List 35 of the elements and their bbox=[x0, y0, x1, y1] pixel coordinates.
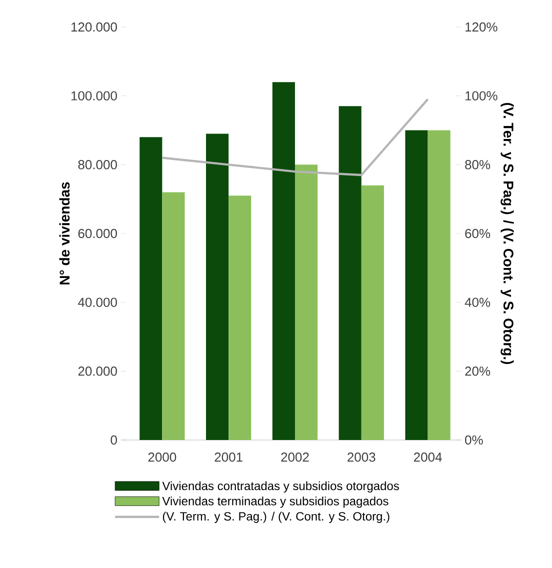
bar bbox=[428, 130, 450, 440]
bar bbox=[228, 196, 252, 440]
y-axis-title: N° de viviendas bbox=[59, 182, 70, 284]
y-tick-label: 100.000 bbox=[71, 91, 117, 100]
y2-tick-label: 120% bbox=[466, 22, 498, 32]
y-tick-label: 80.000 bbox=[78, 160, 117, 170]
y-tick-label: 60.000 bbox=[78, 228, 117, 238]
y2-tick-label: 80% bbox=[465, 160, 490, 170]
bar bbox=[206, 134, 229, 440]
bar bbox=[405, 130, 428, 440]
bar bbox=[338, 106, 362, 440]
x-tick-label: 2000 bbox=[148, 452, 176, 462]
y-tick-label: 0 bbox=[110, 435, 117, 445]
y2-tick-label: 40% bbox=[464, 298, 490, 307]
x-tick-label: 2003 bbox=[348, 452, 376, 462]
bar bbox=[272, 82, 295, 440]
x-tick-label: 2002 bbox=[281, 452, 309, 462]
x-tick-label: 2004 bbox=[414, 452, 442, 462]
y2-tick-label: 20% bbox=[465, 366, 490, 376]
legend-label: Viviendas contratadas y subsidios otorgados bbox=[162, 481, 399, 493]
bar bbox=[140, 137, 162, 440]
y-tick-label: 120.000 bbox=[71, 22, 117, 32]
y2-tick-label: 100% bbox=[466, 91, 498, 100]
line-series bbox=[161, 98, 429, 176]
y2-axis-title: (V. Ter. y S. Pag.) / (V. Cont. y S. Otorg.) bbox=[500, 102, 514, 364]
y-tick-label: 20.000 bbox=[78, 366, 117, 376]
bar bbox=[162, 192, 185, 440]
y-tick-label: 40.000 bbox=[78, 298, 117, 307]
x-tick-label: 2001 bbox=[214, 452, 242, 462]
bar bbox=[361, 185, 384, 440]
y2-tick-label: 0% bbox=[465, 435, 483, 445]
y2-tick-label: 60% bbox=[465, 228, 490, 238]
legend-label: (V. Term. y S. Pag.) / (V. Cont. y S. Otorg.) bbox=[162, 512, 390, 523]
legend-label: Viviendas terminadas y subsidios pagados bbox=[162, 496, 388, 508]
bar bbox=[294, 164, 318, 440]
